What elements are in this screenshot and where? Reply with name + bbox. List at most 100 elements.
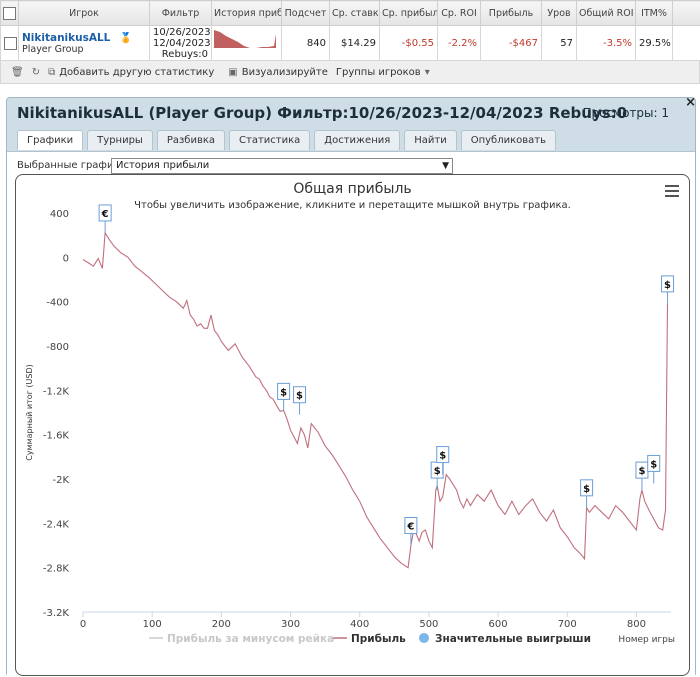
flag-label: $ bbox=[296, 391, 303, 402]
panel-title: NikitanikusALL (Player Group) Фильтр:10/… bbox=[17, 104, 627, 122]
filter-line: Rebuys:0 bbox=[153, 49, 208, 60]
profit-cell: -$467 bbox=[481, 26, 542, 61]
x-tick-label: 200 bbox=[212, 619, 231, 630]
flag-label: € bbox=[406, 522, 414, 533]
views-count: Просмотры: 1 bbox=[582, 106, 669, 120]
flag-label: $ bbox=[439, 451, 446, 462]
level-cell: 57 bbox=[542, 26, 577, 61]
player-cell: NikitanikusALL 🏅 Player Group bbox=[19, 26, 150, 61]
filter-cell: 10/26/2023- 12/04/2023 Rebuys:0 bbox=[150, 26, 212, 61]
player-groups-dropdown[interactable]: Группы игроков ▾ bbox=[336, 67, 430, 78]
x-tick-label: 300 bbox=[281, 619, 300, 630]
visualize-label: Визуализируйте bbox=[242, 67, 328, 78]
panel-tabs: Графики Турниры Разбивка Статистика Дост… bbox=[17, 130, 556, 150]
col-header-filter[interactable]: Фильтр bbox=[150, 1, 212, 26]
col-header-profit[interactable]: Прибыль bbox=[481, 1, 542, 26]
stats-table: Игрок Фильтр История приб Подсчет Ср. ст… bbox=[0, 0, 700, 84]
extra-cell bbox=[673, 26, 700, 61]
col-header-total-roi[interactable]: Общий ROI bbox=[577, 1, 636, 26]
y-tick-label: -2K bbox=[52, 475, 69, 486]
player-groups-label: Группы игроков bbox=[336, 67, 421, 78]
y-tick-label: -2.4K bbox=[43, 519, 70, 530]
trash-icon[interactable]: 🗑 bbox=[11, 67, 24, 78]
tab-breakdown[interactable]: Разбивка bbox=[157, 130, 225, 150]
flag-label: $ bbox=[434, 466, 441, 477]
visualize-button[interactable]: ▣ Визуализируйте bbox=[228, 67, 328, 78]
select-all-checkbox[interactable] bbox=[1, 1, 19, 26]
tab-graphs[interactable]: Графики bbox=[17, 130, 83, 150]
col-header-profit-history[interactable]: История приб bbox=[212, 1, 282, 26]
avg-roi-cell: -2.2% bbox=[438, 26, 481, 61]
refresh-icon[interactable]: ↻ bbox=[32, 67, 40, 78]
legend-label-wins: Значительные выигрыши bbox=[435, 633, 591, 645]
flag-label: $ bbox=[650, 459, 657, 470]
col-header-avg-stake[interactable]: Ср. ставк bbox=[330, 1, 380, 26]
count-cell: 840 bbox=[282, 26, 330, 61]
add-stats-label: Добавить другую статистику bbox=[59, 67, 214, 78]
profit-history-sparkline[interactable] bbox=[212, 26, 282, 61]
itm-cell: 29.5% bbox=[636, 26, 673, 61]
series-line-profit bbox=[83, 233, 668, 568]
x-tick-label: 800 bbox=[627, 619, 646, 630]
x-tick-label: 500 bbox=[419, 619, 438, 630]
avg-stake-cell: $14.29 bbox=[330, 26, 380, 61]
tab-publish[interactable]: Опубликовать bbox=[461, 130, 556, 150]
tab-tournaments[interactable]: Турниры bbox=[87, 130, 153, 150]
flag-label: $ bbox=[638, 466, 645, 477]
legend-label-profit: Прибыль bbox=[351, 633, 406, 645]
y-tick-label: 400 bbox=[50, 209, 69, 220]
y-tick-label: -1.2K bbox=[43, 386, 70, 397]
col-header-player[interactable]: Игрок bbox=[19, 1, 150, 26]
copy-icon: ⧉ bbox=[48, 67, 55, 78]
chevron-down-icon: ▾ bbox=[425, 67, 430, 78]
x-tick-label: 600 bbox=[489, 619, 508, 630]
y-tick-label: -800 bbox=[46, 342, 69, 353]
graph-select-value: История прибыли bbox=[116, 160, 209, 171]
add-stats-button[interactable]: ⧉ Добавить другую статистику bbox=[48, 67, 214, 78]
flag-label: $ bbox=[280, 387, 287, 398]
x-tick-label: 400 bbox=[350, 619, 369, 630]
filter-line: 10/26/2023- bbox=[153, 27, 208, 38]
avg-profit-cell: -$0.55 bbox=[380, 26, 438, 61]
col-header-level[interactable]: Уров bbox=[542, 1, 577, 26]
image-icon: ▣ bbox=[228, 67, 237, 78]
col-header-avg-roi[interactable]: Ср. ROI bbox=[438, 1, 481, 26]
flag-label: $ bbox=[664, 280, 671, 291]
x-axis-title: Номер игры bbox=[618, 635, 675, 645]
row-checkbox[interactable] bbox=[1, 26, 19, 61]
player-panel: × NikitanikusALL (Player Group) Фильтр:1… bbox=[6, 97, 696, 677]
y-axis-title: Суммарный итог (USD) bbox=[25, 364, 34, 461]
y-tick-label: -2.8K bbox=[43, 564, 70, 575]
y-tick-label: -400 bbox=[46, 298, 69, 309]
table-row: NikitanikusALL 🏅 Player Group 10/26/2023… bbox=[1, 26, 700, 61]
col-header-itm[interactable]: ITM% bbox=[636, 1, 673, 26]
x-tick-label: 0 bbox=[80, 619, 86, 630]
flag-label: $ bbox=[583, 484, 590, 495]
x-tick-label: 100 bbox=[143, 619, 162, 630]
col-header-extra bbox=[673, 1, 700, 26]
flag-label: € bbox=[101, 209, 109, 220]
y-tick-label: 0 bbox=[63, 253, 69, 264]
graph-select[interactable]: История прибыли ▼ bbox=[111, 158, 453, 174]
medal-icon: 🏅 bbox=[120, 33, 132, 44]
legend-symbol-wins bbox=[419, 633, 429, 643]
player-group-label: Player Group bbox=[22, 44, 146, 55]
chart-svg: 400 0 -400 -800 -1.2K -1.6K -2K -2.4K -2.8K -3.2K… bbox=[16, 175, 689, 675]
y-tick-label: -1.6K bbox=[43, 431, 70, 442]
col-header-count[interactable]: Подсчет bbox=[282, 1, 330, 26]
stats-toolbar: 🗑 ↻ ⧉ Добавить другую статистику ▣ Визуа… bbox=[0, 61, 700, 84]
filter-line: 12/04/2023 bbox=[153, 38, 208, 49]
player-name-link[interactable]: NikitanikusALL bbox=[22, 32, 110, 44]
panel-body: Выбранные графики: История прибыли ▼ Общ… bbox=[7, 151, 695, 677]
chevron-down-icon: ▼ bbox=[442, 159, 449, 173]
col-header-avg-profit[interactable]: Ср. прибыл bbox=[380, 1, 438, 26]
tab-statistics[interactable]: Статистика bbox=[229, 130, 310, 150]
legend-label-rake: Прибыль за минусом рейка bbox=[167, 633, 334, 645]
total-roi-cell: -3.5% bbox=[577, 26, 636, 61]
close-icon[interactable]: × bbox=[685, 95, 696, 110]
y-tick-label: -3.2K bbox=[43, 608, 70, 619]
tab-find[interactable]: Найти bbox=[404, 130, 456, 150]
x-tick-label: 700 bbox=[558, 619, 577, 630]
chart-container[interactable]: Общая прибыль Чтобы увеличить изображени… bbox=[15, 174, 690, 676]
tab-achievements[interactable]: Достижения bbox=[314, 130, 400, 150]
